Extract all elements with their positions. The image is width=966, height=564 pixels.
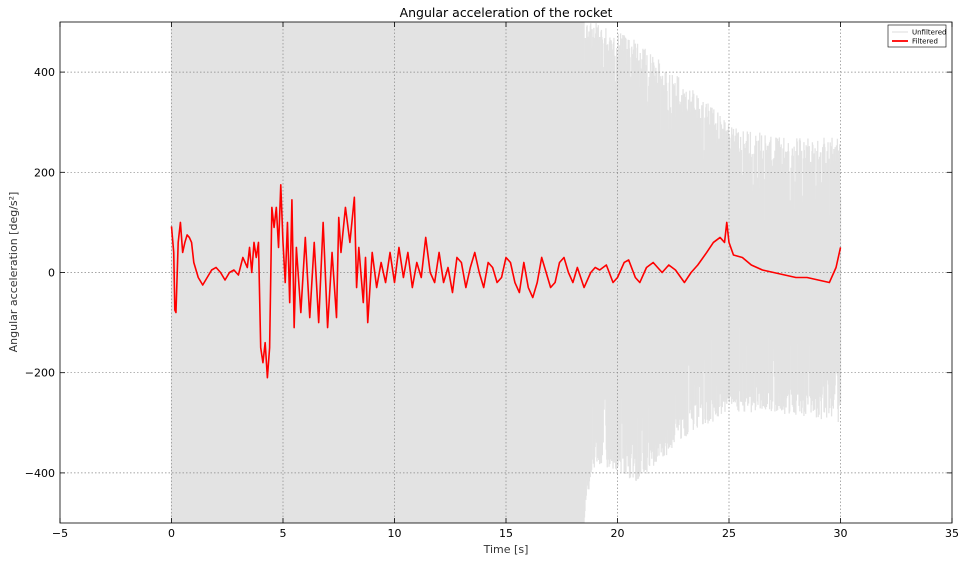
legend: Unfiltered Filtered — [887, 24, 946, 48]
x-tick-label: 15 — [499, 527, 513, 540]
filtered-series — [170, 184, 842, 379]
x-axis-label: Time [s] — [483, 543, 529, 556]
grid — [60, 22, 952, 523]
legend-label-unfiltered: Unfiltered — [912, 29, 946, 37]
x-tick-label: 10 — [388, 527, 402, 540]
filtered-line — [170, 184, 842, 379]
x-tick-label: 35 — [945, 527, 959, 540]
axis-ticks: −5 0 5 10 15 20 25 30 35 −400 −200 0 200 400 — [25, 22, 959, 540]
x-tick-label: 5 — [280, 527, 287, 540]
chart-title: Angular acceleration of the rocket — [400, 5, 613, 20]
y-tick-label: −400 — [25, 467, 55, 480]
y-tick-label: 400 — [34, 66, 55, 79]
x-tick-label: 20 — [611, 527, 625, 540]
y-tick-label: −200 — [25, 367, 55, 380]
y-tick-label: 0 — [48, 267, 55, 280]
y-axis-label: Angular acceleration [deg/s²] — [7, 192, 20, 353]
x-tick-label: −5 — [52, 527, 68, 540]
y-tick-label: 200 — [34, 166, 55, 179]
x-tick-label: 25 — [722, 527, 736, 540]
legend-label-filtered: Filtered — [912, 38, 938, 46]
x-tick-label: 0 — [168, 527, 175, 540]
x-tick-label: 30 — [834, 527, 848, 540]
